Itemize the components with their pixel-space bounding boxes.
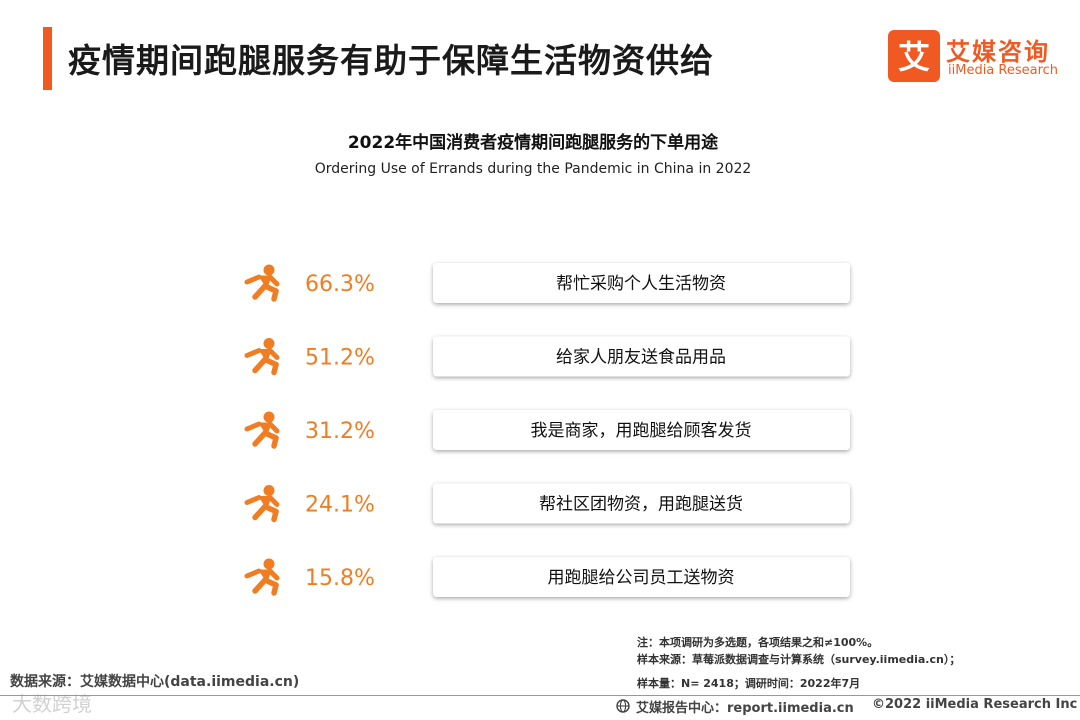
chart-row: 66.3% 帮忙采购个人生活物资 [247,263,850,303]
category-box [433,557,850,597]
value-label: 24.1% [305,493,375,518]
note-sample-source: 样本来源：草莓派数据调查与计算系统（survey.iimedia.cn）； [637,653,961,666]
watermark: 大数跨境 [12,692,92,716]
footer-report-link[interactable]: 艾媒报告中心：report.iimedia.cn [636,701,854,716]
data-source: 数据来源：艾媒数据中心(data.iimedia.cn) [10,674,300,690]
note-multiselect: 注：本项调研为多选题，各项结果之和≠100%。 [637,636,879,649]
chart-row: 51.2% 给家人朋友送食品用品 [247,337,850,377]
running-person-icon [247,559,277,593]
title-accent-bar [43,27,52,90]
category-label: 给家人朋友送食品用品 [556,348,726,368]
category-box [433,263,850,303]
chart-row: 15.8% 用跑腿给公司员工送物资 [247,557,850,597]
category-box [433,483,850,524]
category-label: 用跑腿给公司员工送物资 [548,568,735,588]
category-label: 帮忙采购个人生活物资 [556,274,726,294]
value-label: 66.3% [305,272,375,297]
running-person-icon [247,339,277,373]
iimedia-logo[interactable]: 艾 艾媒咨询 iiMedia Research [888,30,1068,84]
logo-en-text: iiMedia Research [948,63,1059,78]
chart-title: 2022年中国消费者疫情期间跑腿服务的下单用途 [347,133,719,153]
logo-mark-char: 艾 [898,38,930,76]
chart-row: 24.1% 帮社区团物资，用跑腿送货 [247,484,850,524]
category-box [433,410,850,450]
page-title: 疫情期间跑腿服务有助于保障生活物资供给 [68,41,714,80]
category-label: 我是商家，用跑腿给顾客发货 [531,421,752,441]
logo-mark-icon: 艾 [888,30,940,82]
running-person-icon [247,265,277,299]
footer-divider [0,695,1080,696]
logo-cn-text: 艾媒咨询 [946,38,1050,66]
category-label: 帮社区团物资，用跑腿送货 [539,495,743,515]
category-box [433,336,850,377]
value-label: 51.2% [305,346,375,371]
globe-icon [616,699,630,713]
chart-subtitle: Ordering Use of Errands during the Pande… [314,161,752,177]
running-person-icon [247,412,277,446]
note-sample-size: 样本量：N= 2418；调研时间：2022年7月 [637,677,861,690]
running-person-icon [247,486,277,520]
chart-row: 31.2% 我是商家，用跑腿给顾客发货 [247,410,850,450]
footer-copyright: ©2022 iiMedia Research Inc [872,697,1078,712]
value-label: 15.8% [305,566,375,591]
value-label: 31.2% [305,419,375,444]
